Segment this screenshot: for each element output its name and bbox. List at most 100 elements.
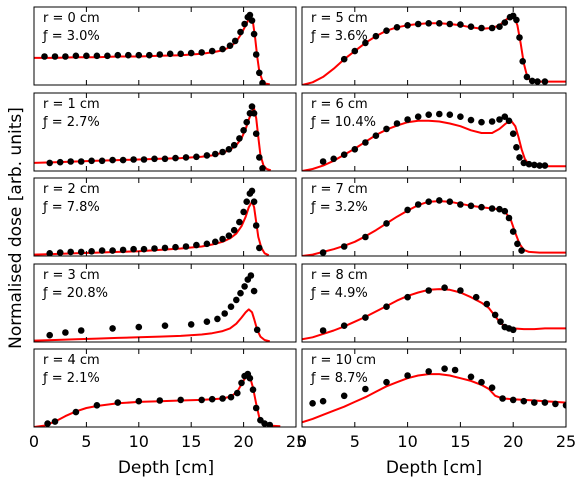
measurement-point [425, 20, 433, 27]
measurement-point [219, 45, 226, 53]
panel-frame [33, 92, 297, 172]
measurement-point [214, 315, 221, 323]
measurement-point [250, 110, 258, 117]
measurement-point [109, 156, 116, 164]
measurement-point [520, 159, 528, 167]
measurement-point [67, 248, 74, 256]
measurement-point [496, 116, 503, 123]
measurement-point [509, 130, 517, 137]
measurement-point [340, 151, 348, 158]
measurement-point [125, 51, 132, 59]
measurement-point [383, 125, 390, 133]
measurement-point [528, 77, 536, 85]
measurement-point [457, 287, 464, 294]
measurement-point [56, 249, 64, 256]
measurement-point [212, 150, 219, 158]
measurement-point [488, 205, 496, 212]
measurement-point [208, 47, 216, 55]
panel-label-radius: r = 2 cm [43, 182, 100, 197]
measurement-point [362, 139, 369, 146]
measurement-point [230, 141, 238, 149]
measurement-point [319, 158, 327, 165]
panel-grid: r = 0 cm ƒ = 3.0% r = 5 cm ƒ = 3.6% r = 1 cm… [29, 6, 576, 451]
x-tick-label: 25 [556, 432, 576, 451]
measurement-point [62, 53, 69, 60]
panel-frame [301, 177, 567, 257]
measurement-point [240, 208, 247, 216]
measurement-point [198, 396, 205, 404]
measurement-point [372, 32, 380, 40]
measurement-point [501, 19, 509, 26]
measurement-point [219, 235, 226, 243]
x-tick-label: 25 [286, 432, 306, 451]
measurement-point [177, 396, 184, 404]
measurement-point [130, 245, 137, 253]
measurement-point [383, 220, 390, 227]
panel-label-radius: r = 5 cm [311, 11, 368, 26]
measurement-point [514, 240, 521, 248]
panel-label-radius: r = 3 cm [43, 268, 100, 283]
panel-label-radius: r = 6 cm [311, 97, 368, 112]
measurement-point [404, 372, 411, 379]
measurement-point [203, 240, 211, 248]
measurement-point [237, 289, 244, 297]
panel-label-fraction: ƒ = 3.6% [310, 29, 368, 44]
x-tick-label: 0 [29, 432, 39, 451]
measurement-point [135, 323, 143, 331]
measurement-point [248, 17, 256, 24]
measurement-point [362, 233, 369, 241]
measurement-point [41, 53, 48, 60]
measurement-point [505, 214, 513, 222]
measurement-point [414, 20, 422, 28]
measurement-point [446, 20, 454, 28]
measurement-point [140, 156, 148, 163]
measurement-point [255, 69, 263, 77]
measurement-point [525, 160, 533, 168]
measurement-point [46, 159, 53, 167]
measurement-point [446, 198, 454, 205]
panel-label-radius: r = 7 cm [311, 182, 368, 197]
measurement-point [509, 326, 517, 334]
measurement-point [441, 284, 448, 292]
measurement-point [246, 374, 254, 382]
measurement-point [172, 154, 179, 162]
measurement-point [227, 393, 235, 401]
measurement-point [491, 311, 499, 319]
panel-r10: r = 10 cm ƒ = 8.7% 0 5 10 15 20 25 [297, 348, 576, 451]
measurement-point [496, 23, 503, 31]
measurement-point [221, 310, 228, 317]
measurement-point [404, 116, 411, 123]
measurement-point [425, 287, 433, 294]
measurement-point [319, 249, 327, 256]
measurement-point [425, 198, 433, 205]
panel-label-fraction: ƒ = 8.7% [310, 371, 368, 386]
measurement-point [252, 51, 260, 58]
measurement-point [56, 158, 64, 166]
panel-label-fraction: ƒ = 10.4% [310, 115, 376, 130]
measurement-point [467, 116, 475, 124]
measurement-point [248, 103, 256, 110]
measurement-point [161, 322, 169, 330]
measurement-point [161, 155, 169, 163]
measurement-point [156, 51, 164, 58]
measurement-point [414, 201, 422, 208]
measurement-point [516, 154, 523, 161]
measurement-point [212, 238, 219, 246]
y-axis-label: Normalised dose [arb. units] [6, 107, 26, 349]
measurement-point [151, 155, 158, 163]
measurement-point [531, 399, 538, 406]
x-axis-label-right: Depth [cm] [386, 458, 482, 478]
measurement-point [250, 287, 258, 295]
measurement-point [266, 421, 274, 427]
panel-label-fraction: ƒ = 2.1% [42, 371, 100, 386]
x-tick-label: 5 [81, 432, 91, 451]
measurement-point [253, 326, 261, 334]
measurement-point [472, 293, 480, 301]
panel-frame [301, 6, 567, 86]
panel-frame [33, 348, 297, 428]
measurement-point [309, 400, 316, 407]
x-tick-label: 15 [450, 432, 470, 451]
panel-label-fraction: ƒ = 3.2% [310, 200, 368, 215]
measurement-point [478, 118, 485, 126]
measurement-point [225, 146, 233, 153]
